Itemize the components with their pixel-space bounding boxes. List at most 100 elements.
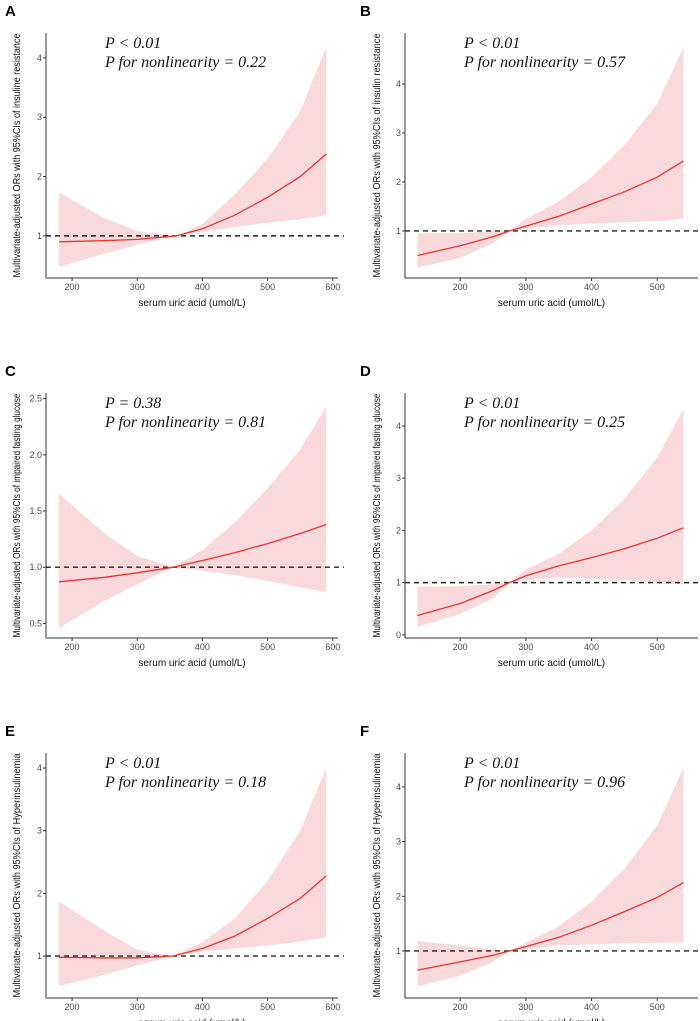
- y-tick-label: 3: [37, 112, 42, 122]
- confidence-band: [417, 408, 684, 627]
- y-tick-label: 4: [37, 53, 42, 63]
- y-tick-label: 4: [396, 421, 401, 431]
- p-value-annotation: P < 0.01: [104, 755, 161, 772]
- y-tick-label: 2: [37, 172, 42, 182]
- p-value-annotation: P < 0.01: [463, 35, 520, 52]
- p-nonlinearity-annotation: P for nonlinearity = 0.81: [104, 414, 266, 431]
- y-tick-label: 3: [396, 473, 401, 483]
- y-tick-label: 0: [396, 630, 401, 640]
- y-axis-title: Multivariate-adjusted ORs with 95%CIs of…: [12, 393, 23, 637]
- panel-label: B: [360, 3, 371, 20]
- y-tick-label: 4: [37, 763, 42, 773]
- y-axis-title: Multivariate-adjusted ORs with 95%CIs of…: [372, 753, 383, 997]
- x-tick-label: 400: [584, 282, 599, 292]
- panel-label: A: [5, 3, 16, 20]
- or-curve: [58, 875, 327, 959]
- x-tick-label: 200: [453, 1002, 468, 1012]
- y-axis-title: Multivariate-adjusted ORs with 95%CIs of…: [372, 33, 383, 277]
- or-curve: [58, 523, 327, 583]
- x-axis-title: serum uric acid (umol/L): [498, 1018, 605, 1021]
- y-tick-label: 1: [396, 578, 401, 588]
- y-tick-label: 1.0: [29, 562, 42, 572]
- y-tick-label: 3: [37, 826, 42, 836]
- x-tick-label: 300: [130, 642, 145, 652]
- panel-b: B 200 300 400 500 1 2 3 4 serum uric acid (umol/L…: [360, 3, 700, 309]
- y-tick-label: 1: [396, 226, 401, 236]
- y-tick-label: 4: [396, 79, 401, 89]
- x-tick-label: 600: [325, 282, 340, 292]
- p-nonlinearity-annotation: P for nonlinearity = 0.22: [104, 54, 266, 71]
- x-axis-title: serum uric acid (umol/L): [498, 658, 605, 669]
- or-curve: [417, 882, 684, 971]
- y-tick-label: 1: [37, 951, 42, 961]
- x-tick-label: 300: [518, 1002, 533, 1012]
- x-axis-title: serum uric acid (umol/L): [138, 298, 245, 309]
- confidence-band: [417, 47, 684, 268]
- or-curve: [417, 160, 684, 257]
- x-tick-label: 500: [650, 642, 665, 652]
- p-value-annotation: P < 0.01: [463, 755, 520, 772]
- x-tick-label: 200: [453, 642, 468, 652]
- y-tick-label: 1: [396, 946, 401, 956]
- panel-label: D: [360, 363, 371, 380]
- panel-a: A 200 300 400 500 600 1 2 3 4 serum uric acid (umo…: [5, 3, 344, 309]
- or-curve: [417, 527, 684, 617]
- x-tick-label: 400: [195, 282, 210, 292]
- p-nonlinearity-annotation: P for nonlinearity = 0.96: [463, 774, 625, 791]
- x-tick-label: 500: [650, 282, 665, 292]
- y-tick-label: 1: [37, 231, 42, 241]
- p-nonlinearity-annotation: P for nonlinearity = 0.57: [463, 54, 626, 71]
- confidence-band: [59, 406, 327, 628]
- x-tick-label: 600: [325, 1002, 340, 1012]
- panel-label: C: [5, 363, 16, 380]
- x-tick-label: 300: [518, 282, 533, 292]
- x-tick-label: 200: [453, 282, 468, 292]
- y-tick-label: 2: [396, 177, 401, 187]
- y-axis-title: Multivariate-adjusted ORs with 95%CIs of…: [12, 753, 23, 997]
- panel-label: F: [360, 723, 369, 740]
- panel-c: C 200 300 400 500 600 0.5 1.0 1.5 2.0 2.5 serum uri…: [5, 363, 344, 669]
- panel-label: E: [5, 723, 15, 740]
- panel-f: F 200 300 400 500 1 2 3 4 serum uric acid (umol/L…: [360, 723, 700, 1021]
- p-nonlinearity-annotation: P for nonlinearity = 0.25: [463, 414, 625, 431]
- y-axis-title: Multivariate-adjusted ORs with 95%CIs of…: [372, 393, 383, 637]
- x-axis-title: serum uric acid (umol/L): [498, 298, 605, 309]
- x-tick-label: 400: [584, 642, 599, 652]
- x-tick-label: 400: [584, 1002, 599, 1012]
- x-tick-label: 300: [130, 1002, 145, 1012]
- x-tick-label: 500: [260, 1002, 275, 1012]
- confidence-band: [59, 47, 327, 267]
- y-tick-label: 2: [396, 525, 401, 535]
- p-value-annotation: P = 0.38: [104, 395, 161, 412]
- or-curve: [58, 153, 327, 243]
- y-tick-label: 2: [37, 888, 42, 898]
- x-tick-label: 300: [518, 642, 533, 652]
- x-tick-label: 300: [130, 282, 145, 292]
- panel-e: E 200 300 400 500 600 1 2 3 4 serum uric acid (umo…: [5, 723, 344, 1021]
- y-tick-label: 1.5: [29, 506, 42, 516]
- y-tick-label: 4: [396, 782, 401, 792]
- x-tick-label: 400: [195, 642, 210, 652]
- x-tick-label: 200: [65, 282, 80, 292]
- y-axis-title: Multivariate-adjusted ORs with 95%CIs of…: [12, 33, 23, 277]
- x-tick-label: 500: [650, 1002, 665, 1012]
- x-tick-label: 200: [65, 642, 80, 652]
- y-tick-label: 3: [396, 837, 401, 847]
- p-value-annotation: P < 0.01: [104, 35, 161, 52]
- p-nonlinearity-annotation: P for nonlinearity = 0.18: [104, 774, 266, 791]
- panel-d: D 200 300 400 500 0 1 2 3 4 serum uric acid (umol/…: [360, 363, 700, 669]
- y-tick-label: 3: [396, 128, 401, 138]
- y-tick-label: 2: [396, 891, 401, 901]
- confidence-band: [59, 768, 327, 987]
- x-tick-label: 200: [65, 1002, 80, 1012]
- x-tick-label: 400: [195, 1002, 210, 1012]
- x-axis-title: serum uric acid (umol/L): [138, 658, 245, 669]
- confidence-band: [417, 767, 684, 987]
- x-tick-label: 500: [260, 642, 275, 652]
- x-axis-title: serum uric acid (umol/L): [138, 1018, 245, 1021]
- x-tick-label: 500: [260, 282, 275, 292]
- y-tick-label: 2.5: [29, 394, 42, 404]
- y-tick-label: 2.0: [29, 450, 42, 460]
- y-tick-label: 0.5: [29, 618, 42, 628]
